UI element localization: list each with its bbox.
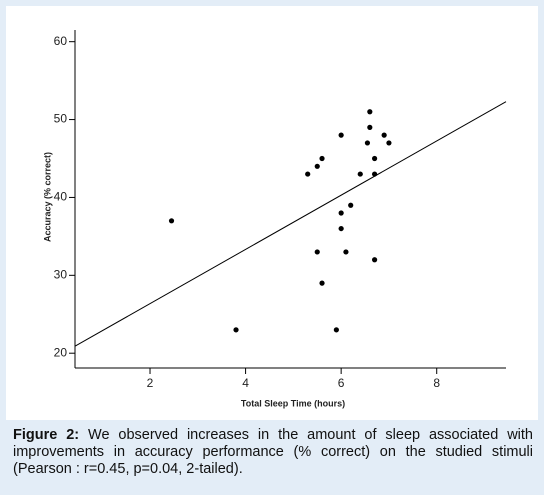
- data-point: [319, 280, 325, 286]
- chart-panel: [6, 6, 538, 420]
- y-axis-title: Accuracy (% correct): [42, 152, 52, 242]
- data-point: [314, 249, 320, 255]
- data-point: [357, 171, 363, 177]
- data-point: [305, 171, 311, 177]
- data-point: [319, 155, 325, 162]
- data-point: [333, 327, 339, 333]
- data-point: [364, 140, 371, 146]
- x-tick-label: 8: [433, 376, 440, 390]
- x-tick-label: 4: [242, 376, 249, 390]
- data-point: [371, 257, 378, 263]
- caption-label: Figure 2:: [13, 427, 80, 443]
- data-point: [367, 124, 373, 130]
- x-tick-label: 2: [147, 376, 154, 390]
- y-tick-label: 40: [54, 190, 68, 204]
- data-point: [367, 109, 373, 115]
- data-point: [386, 140, 392, 146]
- x-tick-label: 6: [338, 376, 345, 390]
- data-point: [348, 202, 354, 208]
- data-point: [314, 163, 320, 169]
- data-point: [371, 171, 378, 177]
- regression-line: [74, 101, 507, 347]
- y-tick-label: 50: [54, 112, 68, 126]
- y-tick-label: 30: [54, 267, 68, 281]
- caption-text: We observed increases in the amount of s…: [13, 427, 533, 477]
- data-point: [168, 218, 175, 224]
- data-point: [371, 155, 378, 162]
- data-point: [338, 132, 344, 138]
- data-point: [338, 225, 344, 232]
- caption: Figure 2: We observed increases in the a…: [13, 427, 533, 478]
- data-point: [338, 210, 344, 216]
- data-point: [381, 132, 387, 138]
- y-tick-label: 20: [54, 345, 68, 359]
- data-point: [343, 249, 349, 255]
- x-axis-title: Total Sleep Time (hours): [241, 398, 345, 408]
- y-tick-label: 60: [54, 34, 68, 48]
- chart: Total Sleep Time (hours) Accuracy (% cor…: [42, 30, 507, 408]
- data-point: [233, 327, 239, 333]
